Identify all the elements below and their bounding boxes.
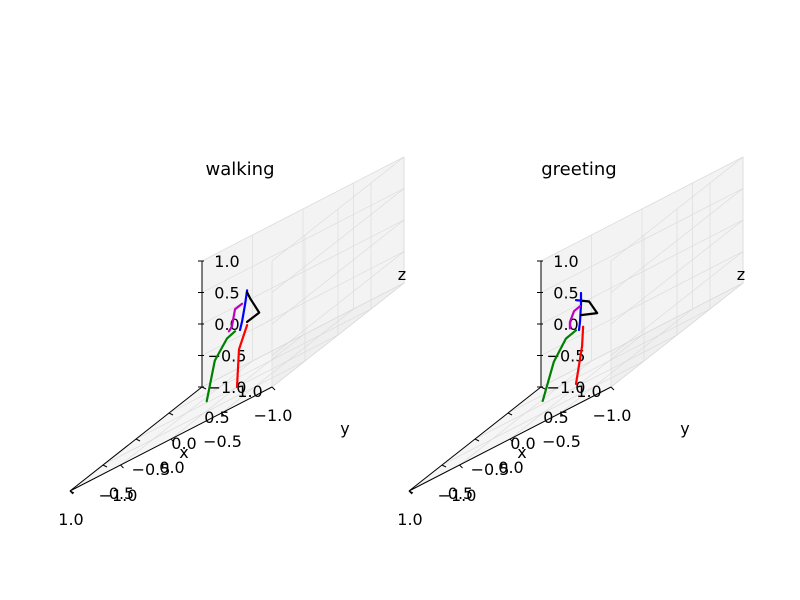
- skeleton-bone-2: [577, 291, 583, 332]
- x-tick: [170, 438, 175, 443]
- y-axis-label: y: [680, 419, 689, 438]
- y-tick: [102, 464, 108, 468]
- y-tick: [135, 438, 141, 442]
- skeleton-bone-1: [541, 329, 578, 403]
- y-tick-label: −0.5: [471, 460, 510, 479]
- x-tick-label: 0.0: [159, 458, 184, 477]
- grid-line: [540, 282, 744, 388]
- z-tick-label: 1.0: [214, 252, 239, 271]
- grid-line: [201, 156, 405, 262]
- y-tick-label: 1.0: [237, 382, 262, 401]
- grid-line: [168, 308, 372, 414]
- skeleton-bone-3: [579, 299, 599, 317]
- x-tick: [271, 386, 276, 391]
- y-tick: [201, 386, 207, 390]
- grid-line: [474, 334, 678, 440]
- y-tick-label: 0.5: [204, 408, 229, 427]
- y-tick: [540, 386, 546, 390]
- y-tick: [507, 412, 513, 416]
- y-axis-label: y: [340, 419, 349, 438]
- x-tick: [120, 464, 124, 469]
- skeleton-bone-0: [574, 325, 585, 385]
- z-tick-label: 0.0: [553, 315, 578, 334]
- x-tick-label: 1.0: [397, 510, 422, 529]
- y-tick-label: −1.0: [438, 486, 477, 505]
- z-tick-label: 0.5: [553, 284, 578, 303]
- z-axis-label: z: [398, 265, 406, 284]
- grid-line: [610, 188, 744, 293]
- skeleton-bone-2: [238, 289, 249, 332]
- axes-panes: [408, 155, 744, 492]
- x-axis-label: x: [179, 443, 188, 462]
- x-tick-label: 0.0: [498, 458, 523, 477]
- grid-line: [120, 360, 253, 466]
- axis-ticks: −1.0−1.0−1.0−0.5−0.5−0.50.00.00.00.50.50…: [58, 252, 292, 529]
- x-tick-label: 0.5: [109, 484, 134, 503]
- y-tick-label: 0.0: [510, 434, 535, 453]
- y-tick: [441, 464, 447, 468]
- grid-line: [271, 219, 405, 325]
- y-tick-label: 0.5: [543, 408, 568, 427]
- x-tick-label: 1.0: [58, 510, 83, 529]
- grid-line: [271, 188, 405, 293]
- z-tick-label: −0.5: [208, 347, 247, 366]
- skeleton-bone-1: [205, 330, 237, 403]
- grid-line: [540, 188, 744, 293]
- x-tick-label: −0.5: [203, 432, 242, 451]
- grid-line: [271, 156, 405, 262]
- x-tick-label: −1.0: [593, 406, 632, 425]
- grid-line: [201, 282, 405, 388]
- grid-line: [459, 360, 592, 466]
- axis-ticks: −1.0−1.0−1.0−0.5−0.5−0.50.00.00.00.50.50…: [397, 252, 631, 529]
- skeleton-bone-0: [235, 324, 249, 389]
- y-tick-label: 0.0: [171, 434, 196, 453]
- skeleton-bone-3: [246, 291, 261, 323]
- z-tick-label: 0.5: [214, 284, 239, 303]
- grid-line: [540, 219, 744, 325]
- grid-line: [610, 219, 744, 325]
- grid-line: [507, 308, 711, 414]
- x-tick: [509, 438, 514, 443]
- y-tick-label: −1.0: [99, 486, 138, 505]
- y-tick-label: −0.5: [132, 460, 171, 479]
- grid-line: [540, 156, 744, 262]
- z-tick-label: 1.0: [553, 252, 578, 271]
- grid-line: [610, 156, 744, 262]
- x-tick: [69, 490, 74, 495]
- subplot-walking: walking −1.0−1.0−1.0−0.5−0.5−0.50.00.00.…: [58, 155, 406, 529]
- grid-line: [201, 188, 405, 293]
- x-tick: [408, 490, 413, 495]
- y-tick: [474, 438, 480, 442]
- z-axis-label: z: [737, 265, 745, 284]
- grid-line: [201, 219, 405, 325]
- skeleton-bone-5: [568, 305, 582, 330]
- chart-title: greeting: [541, 159, 616, 180]
- subplot-greeting: greeting −1.0−1.0−1.0−0.5−0.5−0.50.00.00…: [397, 155, 745, 529]
- x-tick-label: 0.5: [448, 484, 473, 503]
- z-tick-label: −0.5: [547, 347, 586, 366]
- skeleton: [541, 291, 599, 403]
- y-tick: [168, 412, 174, 416]
- x-tick-label: −1.0: [254, 406, 293, 425]
- chart-title: walking: [205, 159, 274, 180]
- skeleton-bone-4: [227, 302, 244, 333]
- y-tick-label: 1.0: [576, 382, 601, 401]
- skeleton: [205, 289, 261, 403]
- x-tick: [560, 412, 564, 417]
- x-axis-label: x: [517, 443, 526, 462]
- x-tick: [459, 464, 463, 469]
- x-tick: [610, 386, 615, 391]
- skeleton-bone-4: [574, 299, 583, 302]
- x-tick-label: −0.5: [542, 432, 581, 451]
- x-tick: [221, 412, 225, 417]
